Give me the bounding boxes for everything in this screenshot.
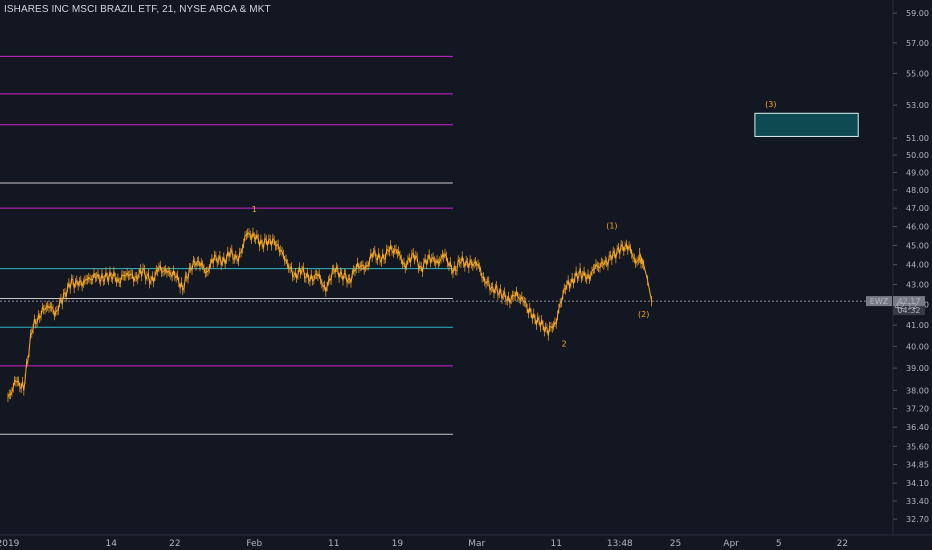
- price-tick-label: 45.00: [906, 241, 929, 250]
- price-tick-label: 38.00: [906, 386, 929, 395]
- wave-label: (2): [638, 310, 649, 319]
- price-tick-label: 39.00: [906, 364, 929, 373]
- target-box-group: [754, 112, 859, 137]
- countdown-tag: [893, 306, 925, 316]
- price-tick-label: 37.20: [906, 405, 929, 414]
- price-tick-label: 50.00: [906, 151, 929, 160]
- chart-title: ISHARES INC MSCI BRAZIL ETF, 21, NYSE AR…: [4, 4, 271, 15]
- time-tick-label: 19: [392, 539, 404, 549]
- price-tick-label: 46.00: [906, 223, 929, 232]
- time-tick-label: 14: [106, 539, 118, 549]
- price-tick-label: 49.00: [906, 168, 929, 177]
- wave-label: (1): [606, 221, 617, 230]
- price-tick-label: 41.00: [906, 321, 929, 330]
- price-axis[interactable]: 32.70 33.40 34.10 34.85 35.60 36.40 37.20 38.00…: [893, 9, 929, 524]
- price-tick-label: 51.00: [906, 134, 929, 143]
- price-tick-label: 34.10: [906, 479, 929, 488]
- symbol-tag: [866, 296, 892, 307]
- price-tick-label: 36.40: [906, 423, 929, 432]
- time-tick-label: Feb: [246, 539, 262, 549]
- symbol-tag-label: EWZ: [870, 297, 889, 306]
- price-tick-label: 35.60: [906, 442, 929, 451]
- price-tick-label: 55.00: [906, 69, 929, 78]
- last-price-tag-label: 42.17: [898, 297, 921, 306]
- price-tick-label: 43.00: [906, 280, 929, 289]
- horizontal-levels: [0, 55, 453, 435]
- time-tick-label: Apr: [723, 539, 739, 549]
- price-tick-label: 59.00: [906, 9, 929, 18]
- target-box: [754, 112, 859, 137]
- price-tick-label: 47.00: [906, 204, 929, 213]
- time-axis[interactable]: 2019 14 22 Feb 11 19 Mar 11 13:48 25 Apr 5 22: [0, 539, 848, 549]
- time-tick-label: 25: [670, 539, 681, 549]
- time-tick-label: 13:48: [607, 539, 633, 549]
- time-tick-label: 11: [328, 539, 339, 549]
- price-series: [7, 227, 653, 403]
- price-tick-label: 34.85: [906, 461, 929, 470]
- time-tick-label: Mar: [468, 539, 485, 549]
- price-line-label: 42.12: [895, 302, 918, 311]
- time-tick-label: 22: [837, 539, 848, 549]
- price-tick-label: 44.00: [906, 261, 929, 270]
- wave-label: (3): [765, 100, 776, 109]
- last-price-tag: [893, 296, 925, 307]
- time-tick-label: 22: [169, 539, 180, 549]
- time-tick-label: 5: [776, 539, 782, 549]
- price-tick-label: 40.00: [906, 342, 929, 351]
- countdown-tag-label: 04:32: [897, 306, 920, 315]
- price-tick-label: 33.40: [906, 497, 929, 506]
- price-tick-label: 53.00: [906, 101, 929, 110]
- wave-labels: 1 2 (1) (2) (3): [252, 100, 777, 349]
- price-tick-label: 48.00: [906, 186, 929, 195]
- wave-label: 1: [252, 205, 257, 214]
- price-line: [7, 232, 653, 398]
- time-tick-label: 11: [551, 539, 562, 549]
- wave-label: 2: [562, 339, 567, 348]
- price-tick-label: 32.70: [906, 515, 929, 524]
- price-tag-group: EWZ 42.17 04:32 42.12: [866, 296, 925, 316]
- price-tick-label: 57.00: [906, 39, 929, 48]
- time-tick-label: 2019: [0, 539, 20, 549]
